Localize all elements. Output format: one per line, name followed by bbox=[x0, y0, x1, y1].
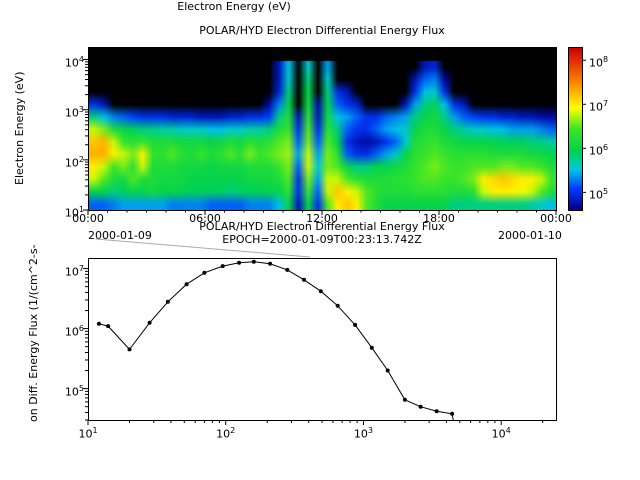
tick-label: 00:00 bbox=[540, 212, 572, 225]
spectrogram-title: POLAR/HYD Electron Differential Energy F… bbox=[199, 24, 445, 37]
tick-label: 101 bbox=[64, 205, 84, 220]
tick-label: 102 bbox=[216, 426, 236, 441]
tick-label: 106 bbox=[589, 143, 609, 158]
tick-label: 107 bbox=[64, 263, 84, 279]
spectrum-xlabel: Electron Energy (eV) bbox=[177, 0, 291, 13]
tick-label: 105 bbox=[64, 383, 84, 399]
tick-label: 107 bbox=[589, 99, 609, 114]
tick-label: 105 bbox=[589, 187, 609, 203]
tick-label: 101 bbox=[78, 426, 98, 441]
tick-label: 108 bbox=[589, 55, 609, 70]
spectrum-panel bbox=[88, 258, 557, 421]
tick-label: 104 bbox=[64, 54, 84, 70]
tick-label: 103 bbox=[64, 104, 84, 120]
tick-label: 104 bbox=[491, 426, 511, 441]
tick-label: 106 bbox=[64, 323, 84, 339]
epoch-label: EPOCH=2000-01-09T00:23:13.742Z bbox=[222, 233, 422, 246]
colorbar-canvas bbox=[569, 48, 582, 210]
spectrum-title: POLAR/HYD Electron Differential Energy F… bbox=[199, 220, 445, 233]
colorbar bbox=[568, 47, 583, 211]
tick-label: 102 bbox=[64, 154, 84, 170]
spectrum-ylabel: on Diff. Energy Flux (1/(cm^2-s- bbox=[27, 244, 40, 422]
data-point-marker bbox=[457, 447, 461, 451]
tick-label: 12:00 bbox=[306, 212, 338, 225]
spectrogram-panel bbox=[88, 47, 557, 211]
tick-label: 18:00 bbox=[423, 212, 455, 225]
tick-label: 06:00 bbox=[189, 212, 221, 225]
spectrogram-ylabel: Electron Energy (eV) bbox=[13, 71, 26, 186]
tick-label: 103 bbox=[353, 426, 373, 441]
date-right-label: 2000-01-10 bbox=[498, 229, 562, 242]
tick-label: 00:00 bbox=[72, 212, 104, 225]
spectrogram-canvas bbox=[89, 48, 556, 210]
